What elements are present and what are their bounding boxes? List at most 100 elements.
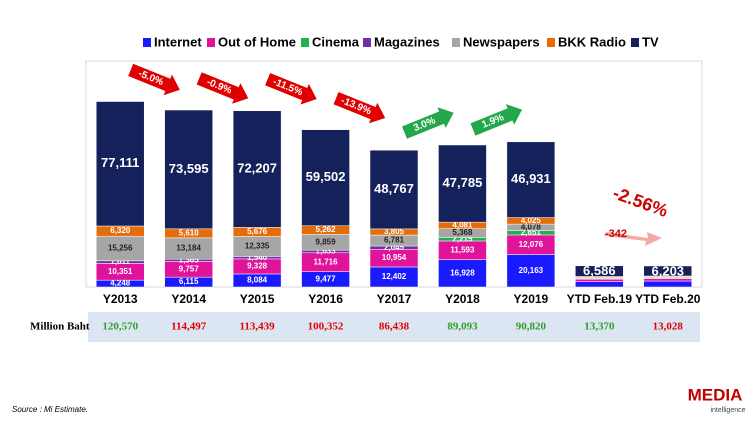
bar-segment [301, 129, 350, 226]
logo-sub: intelligence [710, 407, 745, 414]
x-tick-label: Y2019 [514, 292, 549, 306]
value-label: 77,111 [101, 155, 139, 170]
x-tick-label: YTD Feb.20 [635, 292, 701, 306]
bar-segment [575, 265, 624, 277]
value-label: 2,651 [521, 228, 542, 237]
x-tick-label: Y2017 [377, 292, 412, 306]
legend-swatch [143, 38, 151, 47]
ytd-arrow [604, 232, 662, 246]
totals-strip [88, 312, 700, 342]
ytd-change-abs: -342 [605, 228, 627, 240]
total-value: 120,570 [102, 321, 138, 333]
value-label: 5,610 [179, 228, 200, 237]
bar-segment [369, 149, 419, 230]
change-arrow: -5.0% [127, 62, 181, 97]
value-label: 72,207 [237, 160, 277, 175]
legend-swatch [301, 38, 309, 47]
ytd-change: -2.56% [610, 183, 670, 221]
value-label: 11,716 [314, 257, 339, 266]
value-label: 73,595 [169, 161, 209, 176]
legend-swatch [452, 38, 460, 47]
change-arrow: -0.9% [195, 71, 250, 106]
total-value: 114,497 [171, 321, 207, 333]
value-label: 4,025 [521, 216, 542, 225]
x-tick-label: Y2018 [445, 292, 480, 306]
value-label: 6,586 [583, 263, 616, 278]
value-label: 12,402 [382, 272, 407, 281]
legend-label: BKK Radio [558, 34, 626, 49]
legend-swatch [207, 38, 215, 47]
x-tick-label: YTD Feb.19 [567, 292, 633, 306]
legend-label: Cinema [312, 34, 360, 49]
bar-segment [575, 279, 624, 282]
value-label: 1,540 [247, 253, 268, 262]
value-label: 13,184 [176, 244, 201, 253]
bar-segment [643, 280, 693, 288]
legend-label: Internet [154, 34, 202, 49]
value-label: 3,805 [384, 227, 405, 236]
legend-label: TV [642, 34, 659, 49]
legend-swatch [363, 38, 371, 47]
totals-label: Million Baht [30, 321, 90, 333]
value-label: 5,262 [316, 225, 337, 234]
value-label: 6,115 [179, 277, 199, 286]
arrow-shape [127, 62, 181, 97]
total-value: 90,820 [516, 321, 547, 333]
logo-main: MEDIA [688, 385, 743, 404]
bar-segment [506, 141, 556, 218]
value-label: 10,954 [382, 253, 407, 262]
value-label: 2,045 [384, 243, 405, 252]
x-tick-label: Y2015 [240, 292, 275, 306]
value-label: 46,931 [511, 171, 551, 186]
value-label: 6,320 [110, 226, 131, 235]
total-value: 89,093 [447, 321, 478, 333]
value-label: 4,081 [452, 221, 473, 230]
value-label: 9,859 [316, 237, 337, 246]
value-label: 2,215 [452, 234, 473, 243]
value-label: 10,351 [108, 267, 133, 276]
bar-segment [643, 278, 693, 282]
total-value: 13,370 [584, 321, 615, 333]
value-label: 6,781 [384, 236, 405, 245]
value-label: 4,078 [521, 222, 542, 231]
value-label: 11,593 [450, 245, 475, 254]
x-tick-label: Y2013 [103, 292, 138, 306]
bar-segment [575, 281, 624, 288]
value-label: 12,076 [519, 240, 544, 249]
value-label: 9,757 [179, 264, 200, 273]
change-arrow: -11.5% [264, 72, 318, 106]
total-value: 113,439 [240, 321, 276, 333]
value-label: 4,248 [110, 279, 131, 288]
total-value: 13,028 [653, 321, 684, 333]
bar-segment [643, 265, 693, 277]
arrow-shape [264, 72, 318, 106]
change-arrow: 1.9% [469, 102, 524, 137]
x-tick-label: Y2016 [308, 292, 343, 306]
arrow-shape [195, 71, 250, 106]
value-label: 1,633 [316, 247, 337, 256]
legend-label: Newspapers [463, 34, 540, 49]
legend-swatch [547, 38, 555, 47]
bar-segment [438, 144, 487, 223]
value-label: 8,084 [247, 276, 268, 285]
value-label: 59,502 [306, 169, 346, 184]
change-arrow: 3.0% [400, 105, 455, 140]
value-label: 1,611 [110, 257, 130, 266]
legend-label: Out of Home [218, 34, 296, 49]
legend-swatch [631, 38, 639, 47]
bar-segment [95, 235, 145, 262]
total-value: 100,352 [308, 321, 344, 333]
value-label: 20,163 [519, 266, 544, 275]
value-label: 6,203 [652, 263, 685, 278]
arrow-shape [400, 105, 455, 140]
value-label: 9,477 [316, 274, 337, 283]
value-label: 48,767 [374, 181, 414, 196]
bar-segment [438, 259, 487, 288]
value-label: 12,335 [245, 242, 270, 251]
arrow-shape [469, 102, 524, 137]
value-label: 47,785 [443, 175, 483, 190]
value-label: 1,365 [179, 255, 200, 264]
value-label: 15,256 [108, 244, 133, 253]
value-label: 5,676 [247, 227, 268, 236]
